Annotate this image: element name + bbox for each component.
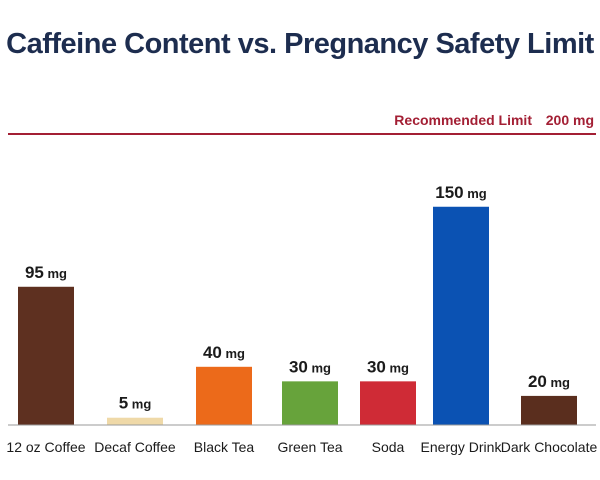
category-label-energy-drink: Energy Drink: [421, 439, 503, 455]
bar-black-tea: [196, 366, 252, 425]
category-label-12-oz-coffee: 12 oz Coffee: [6, 439, 85, 455]
bar-decaf-coffee: [107, 417, 163, 425]
category-label-black-tea: Black Tea: [194, 439, 255, 455]
category-label-green-tea: Green Tea: [277, 439, 342, 455]
recommended-limit-value: 200 mg: [546, 112, 594, 128]
category-label-soda: Soda: [372, 439, 405, 455]
data-label-black-tea: 40 mg: [203, 343, 245, 362]
category-label-dark-chocolate: Dark Chocolate: [501, 439, 598, 455]
recommended-limit-label: Recommended Limit: [394, 112, 532, 128]
bar-green-tea: [282, 381, 338, 425]
chart-title: Caffeine Content vs. Pregnancy Safety Li…: [6, 28, 594, 60]
data-label-decaf-coffee: 5 mg: [119, 394, 152, 413]
data-label-green-tea: 30 mg: [289, 357, 331, 376]
data-label-soda: 30 mg: [367, 357, 409, 376]
bar-soda: [360, 381, 416, 425]
category-label-decaf-coffee: Decaf Coffee: [94, 439, 176, 455]
data-label-energy-drink: 150 mg: [435, 183, 487, 202]
bar-energy-drink: [433, 206, 489, 425]
bar-12-oz-coffee: [18, 286, 74, 425]
data-label-dark-chocolate: 20 mg: [528, 372, 570, 391]
data-label-12-oz-coffee: 95 mg: [25, 263, 67, 282]
bars-group: 95 mg 12 oz Coffee 5 mg Decaf Coffee 40 mg Bl…: [6, 183, 597, 455]
bar-dark-chocolate: [521, 395, 577, 425]
